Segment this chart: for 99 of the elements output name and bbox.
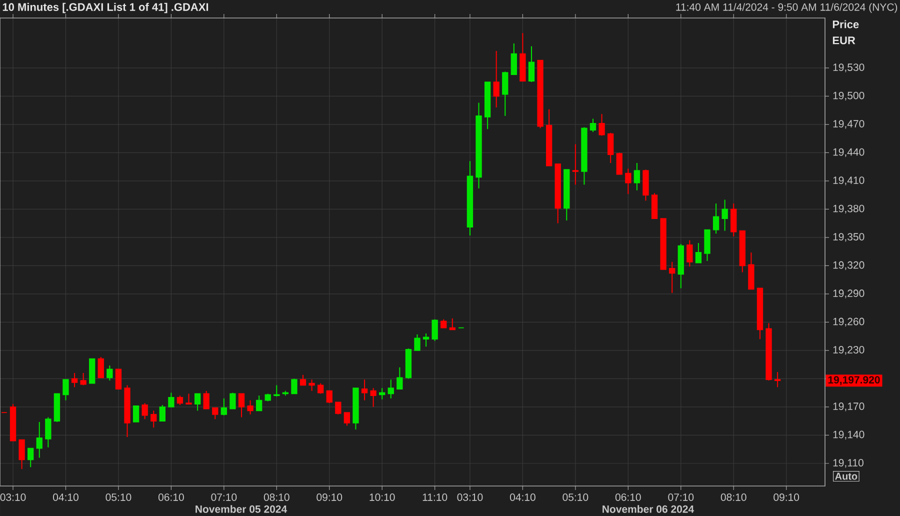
y-tick-label: 19,230 <box>833 346 864 355</box>
candlestick <box>388 379 394 399</box>
candlestick <box>45 416 52 448</box>
candlestick <box>291 378 298 394</box>
candlestick <box>344 412 350 426</box>
candlestick <box>230 392 236 410</box>
candlestick <box>704 229 710 262</box>
y-tick-label: 19,500 <box>833 92 864 100</box>
candlestick <box>256 395 262 412</box>
candlestick <box>62 379 69 401</box>
candlestick <box>625 168 632 195</box>
y-tick-label: 19,290 <box>833 290 864 298</box>
text: Auto <box>835 472 858 480</box>
y-tick-label: 19,140 <box>833 430 864 440</box>
candlestick <box>502 71 508 116</box>
text: November 06 2024 <box>602 505 694 513</box>
y-tick-label: 19,350 <box>833 233 864 242</box>
y-tick-label: 19,410 <box>833 176 864 186</box>
candlestick <box>335 402 342 415</box>
candlestick <box>326 390 332 404</box>
x-tick-label: 06:10 <box>615 494 641 501</box>
x-tick-label: 07:10 <box>211 494 237 501</box>
y-tick-label: 19,170 <box>833 402 864 412</box>
candlestick <box>695 242 702 264</box>
x-tick-label: 08:10 <box>264 494 290 501</box>
candlestick <box>422 332 430 348</box>
candlestick <box>308 379 315 392</box>
candlestick <box>686 240 693 268</box>
x-tick-label: 03:10 <box>457 494 483 501</box>
candlestick <box>722 199 728 232</box>
candlestick <box>80 372 86 386</box>
candlestick <box>159 404 166 422</box>
text: 19,197.920 <box>828 376 880 386</box>
chart-subtitle: 11:40 AM 11/4/2024 - 9:50 AM 11/6/2024 (NYC) <box>676 3 898 13</box>
x-tick-label: 04:10 <box>53 494 78 501</box>
text: November 05 2024 <box>196 505 288 513</box>
candlestick <box>28 448 34 468</box>
candlestick <box>370 388 376 408</box>
x-tick-label: 07:10 <box>668 494 694 501</box>
candlestick <box>634 162 640 191</box>
candlestick <box>203 390 210 410</box>
y-tick-label: 19,440 <box>833 148 864 157</box>
x-tick-label: 05:10 <box>562 494 588 501</box>
candlestick <box>194 393 201 412</box>
candlestick <box>361 379 368 401</box>
candlestick <box>598 114 605 136</box>
candlestick <box>220 398 228 416</box>
candlestick <box>730 202 737 237</box>
candlestick <box>432 318 438 342</box>
candlestick <box>510 42 517 75</box>
candlestick <box>449 318 456 330</box>
candlestick <box>616 152 622 175</box>
candlestick <box>238 393 245 418</box>
candlestick <box>132 406 140 422</box>
candlestick <box>669 261 676 294</box>
y-tick-label: 19,470 <box>833 120 864 129</box>
y-axis-title: Price EUR <box>832 20 859 44</box>
x-tick-label: 04:10 <box>510 494 536 501</box>
y-tick-label: 19,530 <box>833 64 864 72</box>
candlestick <box>590 118 596 132</box>
candlestick <box>396 366 403 390</box>
y-tick-label: 19,380 <box>833 204 864 214</box>
candlestick <box>142 402 148 420</box>
candlestick <box>36 421 42 458</box>
candlestick <box>106 364 113 382</box>
y-tick-label: 19,260 <box>833 318 864 326</box>
candlestick <box>300 374 306 386</box>
x-tick-label: 08:10 <box>720 494 746 501</box>
candlestick <box>318 382 324 394</box>
candlestick <box>274 384 280 398</box>
candlestick <box>493 50 500 108</box>
candlestick <box>176 395 184 406</box>
candlestick <box>651 192 658 220</box>
candlestick <box>212 407 218 420</box>
x-tick-label: 06:10 <box>158 494 184 501</box>
chart-title: 10 Minutes [.GDAXI List 1 of 41] .GDAXI <box>2 2 208 14</box>
candlestick <box>168 392 174 408</box>
candlestick <box>150 410 157 428</box>
x-tick-label: 10:10 <box>370 494 395 501</box>
candlestick <box>71 372 78 388</box>
candlestick <box>607 132 614 164</box>
candlestick <box>414 334 420 351</box>
candlestick <box>186 393 192 405</box>
candlestick <box>712 202 720 234</box>
candlestick <box>379 388 386 400</box>
x-tick-label: 09:10 <box>774 494 800 501</box>
x-tick-label: 11:10 <box>422 494 448 501</box>
x-tick-label: 03:10 <box>0 494 26 501</box>
candlestick <box>18 439 25 470</box>
y-tick-label: 19,110 <box>833 459 864 468</box>
x-tick-label: 05:10 <box>106 494 132 501</box>
candlestick <box>572 144 579 186</box>
y-tick-label: 19,320 <box>833 261 864 270</box>
candlestick <box>115 368 122 390</box>
candlestick <box>98 356 104 378</box>
candlestick <box>247 400 254 415</box>
candlestick <box>774 372 781 388</box>
candlestick <box>528 46 535 83</box>
x-tick-label: 09:10 <box>316 494 342 501</box>
